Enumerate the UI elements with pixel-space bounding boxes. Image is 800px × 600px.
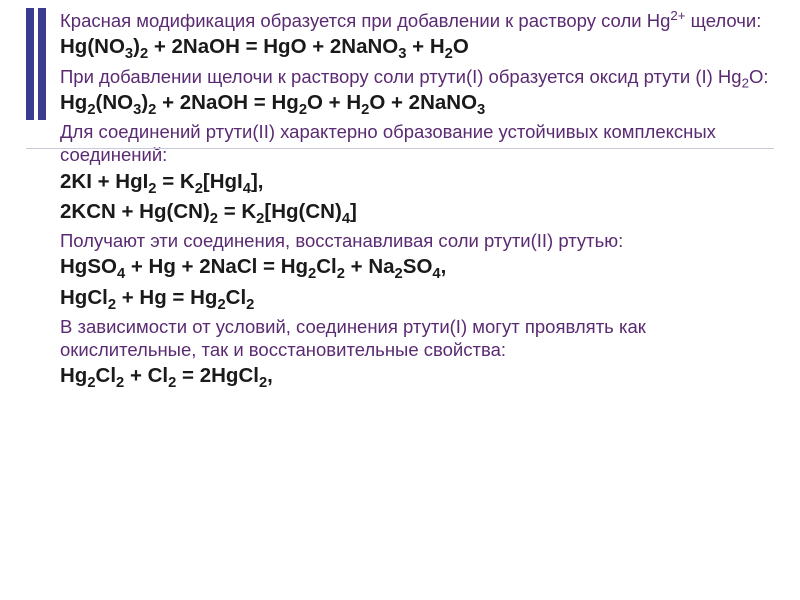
content-lines: Красная модификация образуется при добав…: [60, 9, 786, 390]
slide: Красная модификация образуется при добав…: [0, 0, 800, 600]
accent-bars: [26, 8, 46, 120]
description-line: При добавлении щелочи к раствору соли рт…: [60, 65, 786, 88]
accent-bar-2: [38, 8, 46, 120]
description-line: Получают эти соединения, восстанавливая …: [60, 229, 786, 252]
accent-bar-1: [26, 8, 34, 120]
description-line: Для соединений ртути(II) характерно обра…: [60, 120, 786, 167]
equation-line: 2KI + HgI2 = K2[HgI4],: [60, 169, 786, 195]
equation-line: Hg2(NO3)2 + 2NaOH = Hg2O + H2O + 2NaNO3: [60, 90, 786, 116]
equation-line: HgSO4 + Hg + 2NaCl = Hg2Cl2 + Na2SO4,: [60, 254, 786, 280]
description-line: Красная модификация образуется при добав…: [60, 9, 786, 32]
horizontal-rule: [26, 148, 774, 149]
equation-line: Hg(NO3)2 + 2NaOH = HgO + 2NaNO3 + H2O: [60, 34, 786, 60]
equation-line: 2KCN + Hg(CN)2 = K2[Hg(CN)4]: [60, 199, 786, 225]
description-line: В зависимости от условий, соединения рту…: [60, 315, 786, 362]
equation-line: Hg2Cl2 + Cl2 = 2HgCl2,: [60, 363, 786, 389]
equation-line: HgCl2 + Hg = Hg2Cl2: [60, 285, 786, 311]
